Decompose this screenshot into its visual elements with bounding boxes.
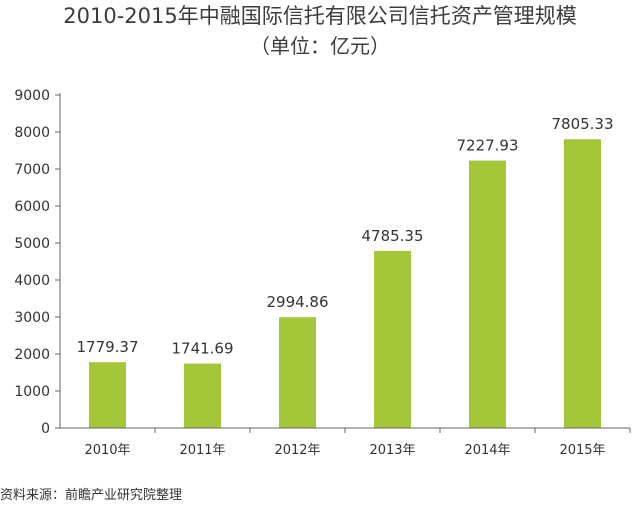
data-label: 1741.69 <box>171 340 233 358</box>
y-tick-label: 2000 <box>14 347 50 363</box>
x-tick-label: 2011年 <box>179 443 225 458</box>
bar <box>374 250 411 428</box>
x-tick-label: 2015年 <box>559 443 605 458</box>
data-label: 1779.37 <box>76 338 138 356</box>
bar <box>469 160 506 428</box>
source-note: 资料来源：前瞻产业研究院整理 <box>0 488 183 503</box>
chart-title: 2010-2015年中融国际信托有限公司信托资产管理规模 <box>63 4 577 28</box>
y-tick-label: 5000 <box>14 236 50 252</box>
y-tick-label: 9000 <box>14 88 50 104</box>
bar <box>89 362 126 428</box>
data-label: 7227.93 <box>456 137 518 155</box>
y-tick-label: 4000 <box>14 273 50 289</box>
x-tick-label: 2014年 <box>464 443 510 458</box>
x-tick-label: 2013年 <box>369 443 415 458</box>
bar <box>184 363 221 428</box>
bar-series <box>89 139 601 428</box>
bar <box>279 317 316 428</box>
y-tick-label: 7000 <box>14 162 50 178</box>
x-tick-label: 2012年 <box>274 443 320 458</box>
data-label: 7805.33 <box>551 115 613 133</box>
x-tick-label: 2010年 <box>84 443 130 458</box>
y-axis-ticks: 0 1000 2000 3000 4000 5000 6000 7000 8000 9000 <box>14 88 60 437</box>
chart-subtitle: （单位：亿元） <box>250 34 390 58</box>
value-labels: 1779.37 1741.69 2994.86 4785.35 7227.93 7805.… <box>76 115 613 357</box>
y-tick-label: 0 <box>41 421 50 437</box>
bar-chart: 0 1000 2000 3000 4000 5000 6000 7000 8000 9000 17… <box>14 88 631 458</box>
bar <box>564 139 601 428</box>
y-tick-label: 6000 <box>14 199 50 215</box>
y-tick-label: 3000 <box>14 310 50 326</box>
data-label: 2994.86 <box>266 293 328 311</box>
x-axis-labels: 2010年 2011年 2012年 2013年 2014年 2015年 <box>84 428 631 458</box>
y-tick-label: 1000 <box>14 384 50 400</box>
data-label: 4785.35 <box>361 227 423 245</box>
y-tick-label: 8000 <box>14 125 50 141</box>
